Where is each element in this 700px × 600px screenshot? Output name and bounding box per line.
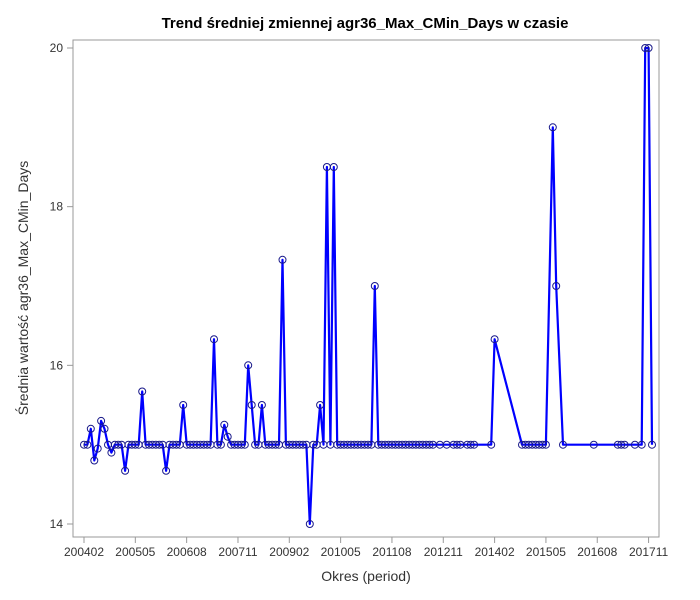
data-point xyxy=(251,440,260,449)
data-point xyxy=(559,440,567,449)
data-point xyxy=(80,440,88,449)
data-point xyxy=(648,440,656,449)
series-layer xyxy=(80,44,656,528)
data-point xyxy=(305,520,314,528)
data-point xyxy=(466,440,475,449)
data-point xyxy=(86,424,95,433)
data-point xyxy=(370,282,379,290)
data-point xyxy=(114,440,123,449)
y-axis: 14 16 18 20 xyxy=(50,41,73,531)
data-point xyxy=(179,401,188,409)
y-tick-label: 14 xyxy=(50,517,64,531)
x-tick-label: 201402 xyxy=(475,545,515,559)
data-point xyxy=(644,44,653,52)
data-point xyxy=(470,440,479,449)
data-point xyxy=(131,440,140,449)
x-tick-label: 201005 xyxy=(321,545,361,559)
data-point xyxy=(107,448,116,457)
data-point xyxy=(538,440,547,449)
x-tick-label: 200902 xyxy=(269,545,309,559)
data-point xyxy=(490,335,499,344)
x-tick-label: 200505 xyxy=(115,545,155,559)
data-point xyxy=(552,282,561,290)
data-point xyxy=(210,335,218,344)
data-point xyxy=(257,401,266,409)
x-tick-label: 200402 xyxy=(64,545,104,559)
y-axis-label: Średnia wartość agr36_Max_CMin_Days xyxy=(14,161,31,415)
data-point xyxy=(617,440,626,449)
x-tick-label: 201211 xyxy=(424,545,463,559)
data-point xyxy=(641,44,650,52)
data-point xyxy=(487,440,496,449)
y-tick-label: 18 xyxy=(50,200,64,214)
data-point xyxy=(97,416,106,425)
data-point xyxy=(220,420,229,429)
data-point xyxy=(155,440,164,449)
data-point xyxy=(299,440,307,449)
x-axis: 200402 200505 200608 200711 200902 201005 2011… xyxy=(64,537,668,559)
data-point xyxy=(93,444,102,453)
x-tick-label: 201505 xyxy=(526,545,566,559)
x-tick-label: 201108 xyxy=(372,545,411,559)
data-point xyxy=(216,440,225,449)
data-point xyxy=(425,440,434,449)
plot-area-frame xyxy=(72,39,660,538)
data-point xyxy=(83,440,92,449)
data-point xyxy=(213,440,222,449)
data-point xyxy=(278,255,287,264)
data-point xyxy=(121,466,130,475)
x-tick-label: 201711 xyxy=(629,545,668,559)
data-point xyxy=(271,440,280,449)
data-point xyxy=(329,163,338,171)
data-point xyxy=(364,440,372,449)
data-point xyxy=(247,401,256,409)
y-tick-label: 20 xyxy=(50,41,64,55)
data-point xyxy=(637,440,646,449)
data-point xyxy=(316,401,325,409)
data-point xyxy=(237,440,246,449)
x-tick-label: 200711 xyxy=(218,545,257,559)
data-point xyxy=(203,440,212,449)
data-point xyxy=(309,440,318,449)
data-point xyxy=(223,432,232,441)
x-tick-label: 201608 xyxy=(577,545,617,559)
data-point xyxy=(172,440,181,449)
data-point xyxy=(240,440,249,449)
chart-title: Trend średniej zmiennej agr36_Max_CMin_D… xyxy=(162,15,569,32)
y-tick-label: 16 xyxy=(50,358,64,372)
data-point xyxy=(453,440,461,449)
data-point xyxy=(244,361,253,370)
data-point xyxy=(100,424,109,433)
data-point xyxy=(90,456,99,465)
data-point xyxy=(548,123,557,132)
x-tick-label: 200608 xyxy=(167,545,207,559)
data-point xyxy=(589,440,598,449)
data-point xyxy=(162,466,171,475)
data-point xyxy=(138,387,147,396)
data-point xyxy=(620,440,629,449)
series-line xyxy=(84,46,654,526)
data-point xyxy=(541,440,550,449)
x-axis-label: Okres (period) xyxy=(321,568,410,584)
